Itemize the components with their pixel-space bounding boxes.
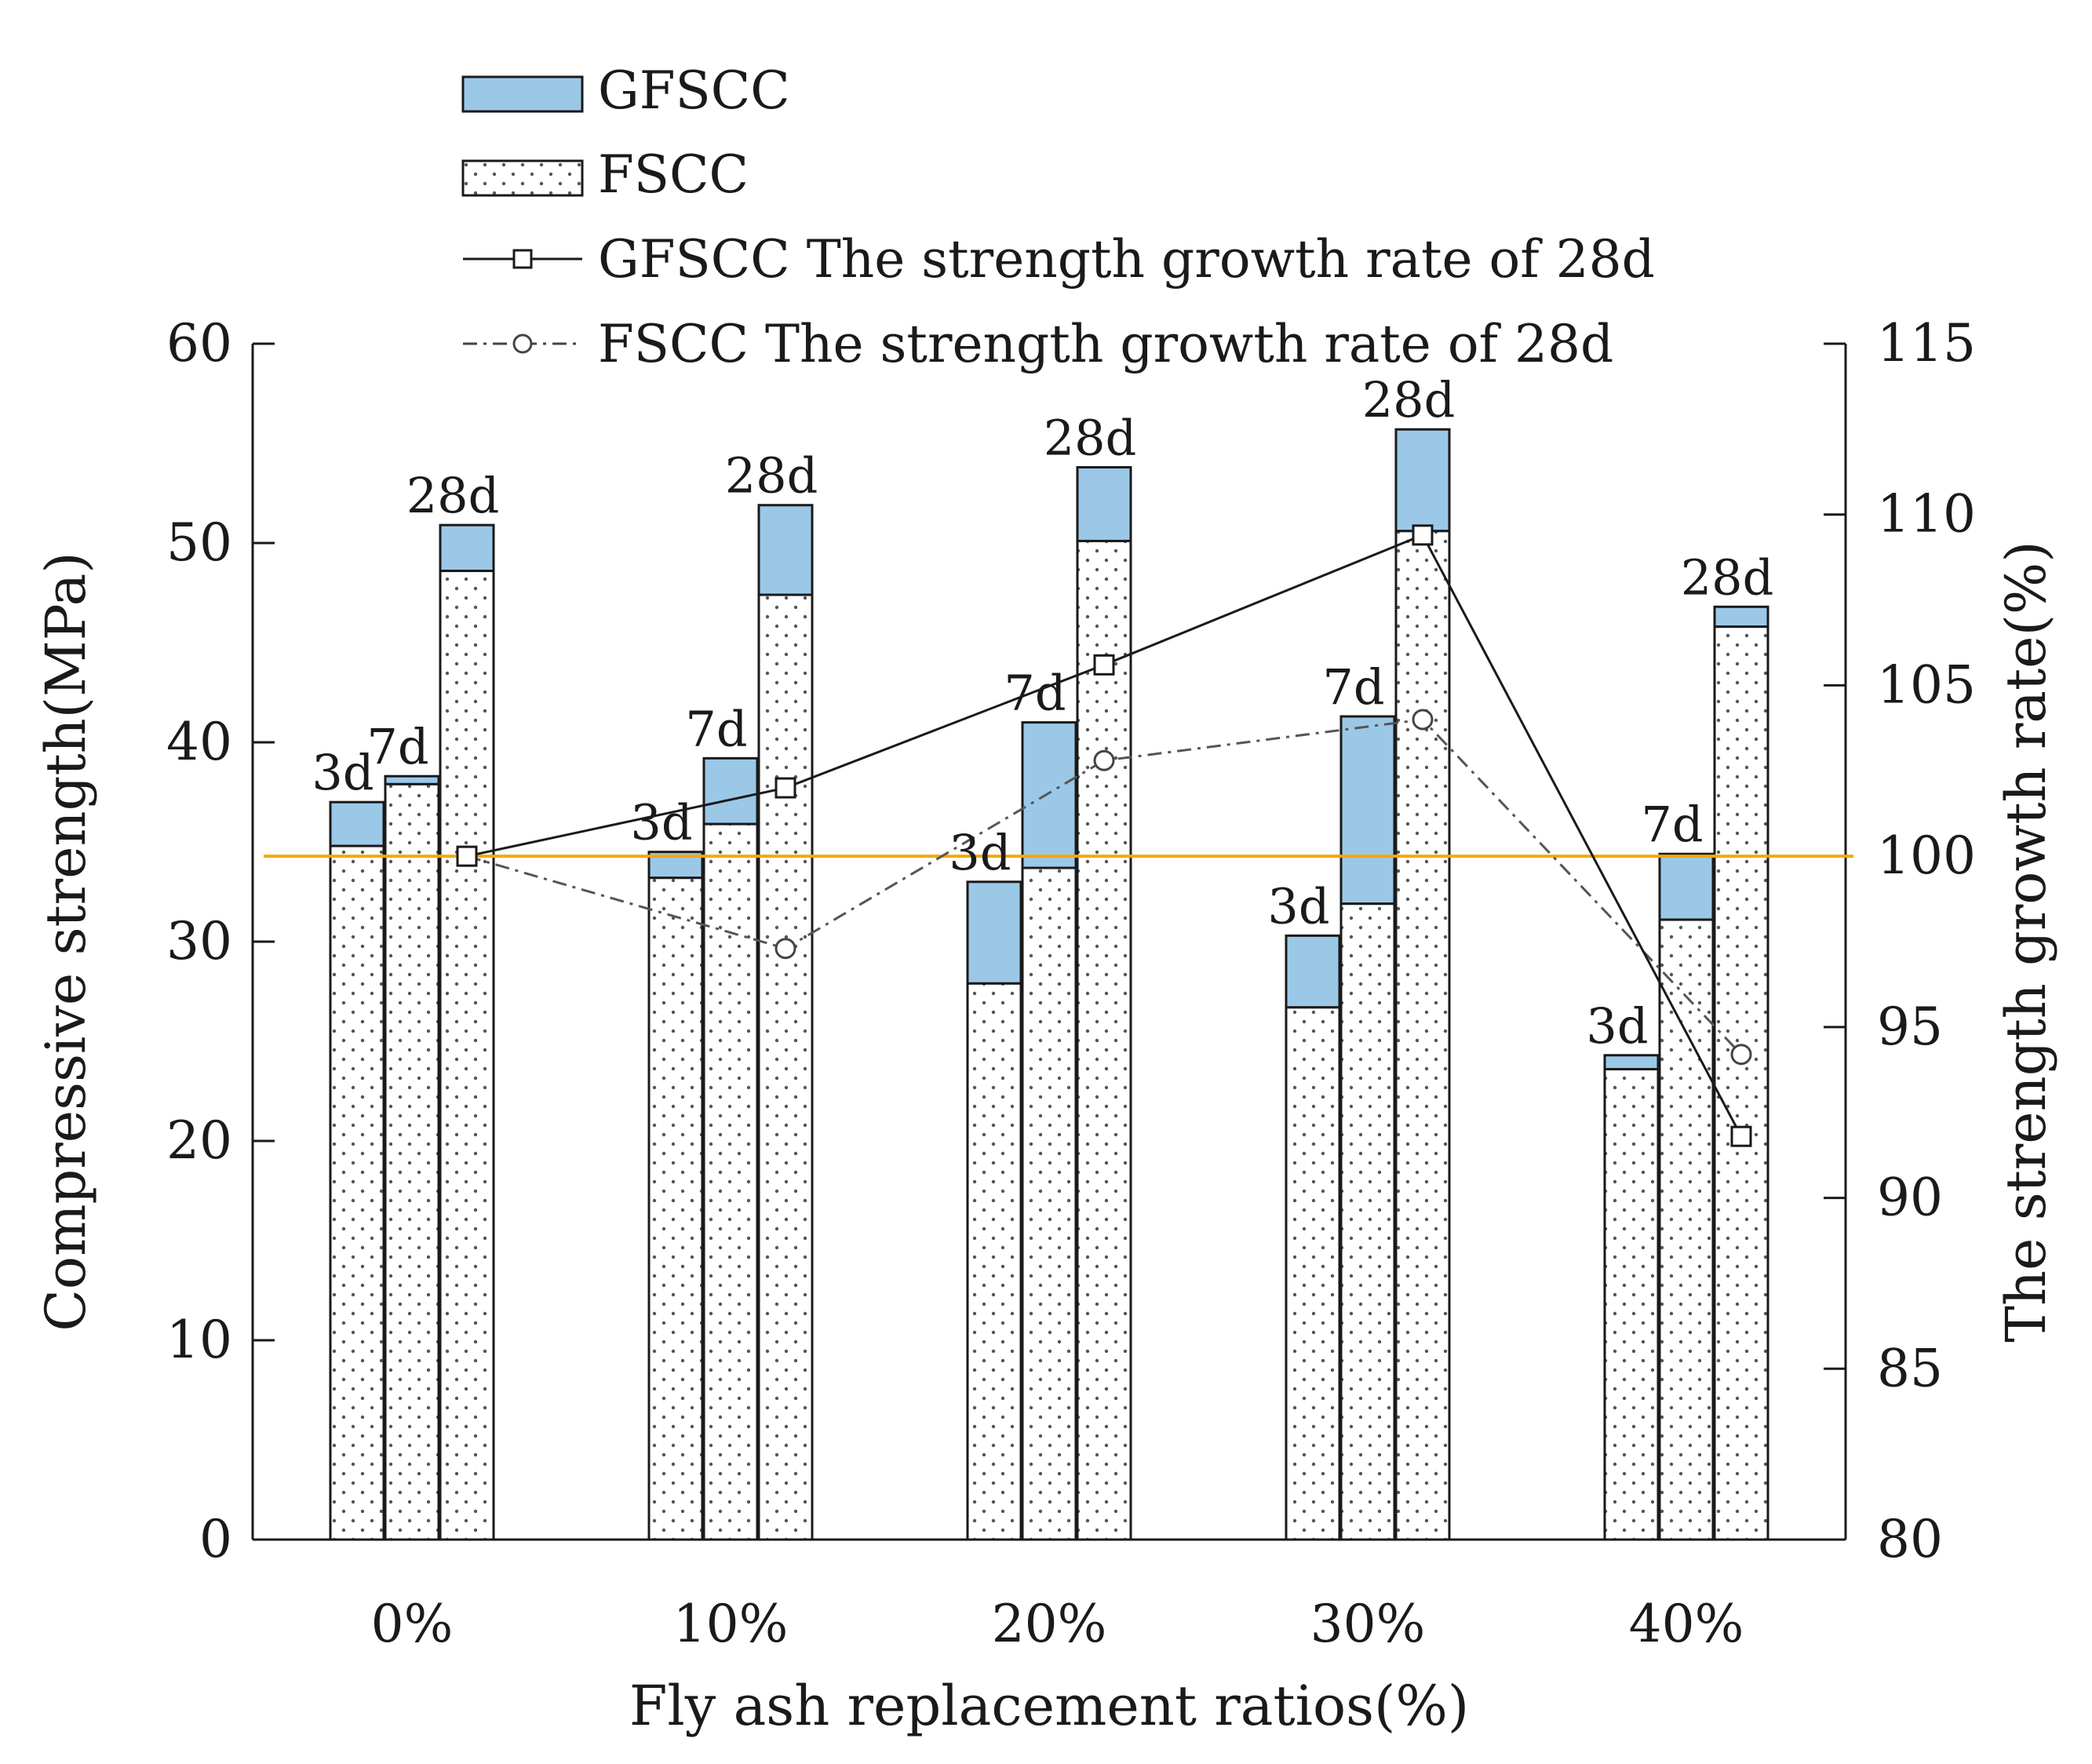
y-tick-label-40: 40: [166, 712, 232, 772]
age-label-40%-7d: 7d: [1641, 796, 1703, 853]
legend-label-fscc-rate: FSCC The strength growth rate of 28d: [598, 314, 1613, 374]
legend-label-gfscc-rate: GFSCC The strength growth rate of 28d: [598, 229, 1655, 290]
y-tick-label-50: 50: [166, 512, 232, 573]
bar-gfscc-40%-28d: [1713, 605, 1769, 629]
bar-gfscc-30%-7d: [1339, 715, 1396, 906]
bar-gfscc-20%-7d: [1021, 721, 1077, 869]
bar-gfscc-10%-28d: [757, 504, 814, 596]
y2-tick-label-80: 80: [1877, 1509, 1943, 1569]
y2-tick-label-90: 90: [1877, 1168, 1943, 1228]
bar-gfscc-30%-28d: [1394, 428, 1451, 533]
bar-gfscc-20%-3d: [966, 880, 1022, 985]
bar-fscc-30%-3d: [1285, 1006, 1341, 1541]
age-label-30%-3d: 3d: [1267, 877, 1329, 935]
bar-gfscc-40%-7d: [1658, 852, 1715, 921]
legend-label-fscc: FSCC: [598, 144, 749, 205]
point-fscc-rate-40%: [1730, 1044, 1752, 1066]
age-label-20%-7d: 7d: [1004, 665, 1066, 722]
age-label-20%-28d: 28d: [1044, 409, 1137, 466]
bar-fscc-10%-28d: [757, 593, 814, 1541]
x-axis-title: Fly ash replacement ratios(%): [629, 1674, 1469, 1738]
age-label-10%-28d: 28d: [725, 447, 818, 505]
y-tick-label-10: 10: [166, 1310, 232, 1370]
age-label-10%-7d: 7d: [685, 700, 747, 757]
y2-tick-label-95: 95: [1877, 997, 1943, 1057]
age-label-0%-28d: 28d: [406, 467, 500, 524]
bar-fscc-20%-28d: [1076, 539, 1132, 1541]
point-gfscc-rate-40%: [1730, 1125, 1752, 1147]
bar-fscc-30%-7d: [1339, 902, 1396, 1541]
bar-gfscc-0%-3d: [329, 800, 385, 847]
legend-marker-fscc-rate: [512, 333, 533, 354]
bar-gfscc-30%-3d: [1285, 934, 1341, 1009]
y-tick-label-60: 60: [166, 313, 232, 374]
y2-tick-label-100: 100: [1877, 826, 1976, 886]
bar-gfscc-0%-28d: [439, 523, 495, 573]
point-gfscc-rate-30%: [1412, 524, 1434, 546]
bar-fscc-0%-28d: [439, 570, 495, 1541]
line-fscc-growth-rate: [466, 718, 1743, 1055]
x-tick-label-30%: 30%: [1310, 1594, 1426, 1654]
age-label-20%-3d: 3d: [949, 824, 1011, 881]
age-label-40%-28d: 28d: [1681, 549, 1774, 606]
x-tick-label-20%: 20%: [992, 1594, 1107, 1654]
y2-tick-label-115: 115: [1877, 313, 1976, 374]
point-fscc-rate-30%: [1412, 709, 1434, 731]
y2-axis-title: The strength growth rate(%): [1994, 541, 2058, 1342]
point-gfscc-rate-0%: [456, 845, 478, 867]
y2-tick-label-110: 110: [1877, 484, 1976, 545]
age-label-10%-3d: 3d: [630, 794, 692, 851]
x-tick-label-10%: 10%: [673, 1594, 789, 1654]
age-label-30%-28d: 28d: [1362, 371, 1456, 428]
point-fscc-rate-20%: [1093, 749, 1115, 771]
bar-fscc-40%-28d: [1713, 625, 1769, 1541]
y-axis-title: Compressive strength(MPa): [34, 552, 98, 1331]
bar-fscc-40%-7d: [1658, 918, 1715, 1541]
bar-fscc-10%-3d: [647, 877, 704, 1541]
bar-fscc-40%-3d: [1603, 1068, 1660, 1541]
bar-fscc-20%-7d: [1021, 866, 1077, 1541]
age-label-0%-7d: 7d: [366, 718, 428, 775]
bar-gfscc-0%-7d: [384, 774, 440, 785]
legend-swatch-gfscc: [461, 75, 584, 113]
bar-fscc-30%-28d: [1394, 530, 1451, 1541]
y2-tick-label-105: 105: [1877, 654, 1976, 715]
bar-gfscc-20%-28d: [1076, 465, 1132, 542]
legend-swatch-fscc: [461, 159, 584, 197]
point-gfscc-rate-10%: [774, 777, 796, 799]
bar-gfscc-10%-7d: [702, 756, 759, 826]
age-label-30%-7d: 7d: [1322, 658, 1384, 716]
y2-tick-label-85: 85: [1877, 1338, 1943, 1398]
bar-gfscc-40%-3d: [1603, 1054, 1660, 1071]
age-label-0%-3d: 3d: [312, 744, 374, 801]
x-tick-label-40%: 40%: [1629, 1594, 1744, 1654]
x-tick-label-0%: 0%: [371, 1594, 454, 1654]
bar-fscc-20%-3d: [966, 982, 1022, 1541]
legend-marker-gfscc-rate: [512, 249, 533, 269]
point-gfscc-rate-20%: [1093, 654, 1115, 676]
point-fscc-rate-10%: [774, 938, 796, 960]
bar-fscc-0%-7d: [384, 782, 440, 1541]
y-tick-label-30: 30: [166, 911, 232, 971]
age-label-40%-3d: 3d: [1586, 997, 1648, 1055]
legend: GFSCC FSCC GFSCC The strength growth rat…: [461, 60, 1655, 374]
bar-fscc-0%-3d: [329, 844, 385, 1541]
y-tick-label-0: 0: [199, 1509, 232, 1569]
y-tick-label-20: 20: [166, 1110, 232, 1171]
legend-label-gfscc: GFSCC: [598, 60, 790, 121]
